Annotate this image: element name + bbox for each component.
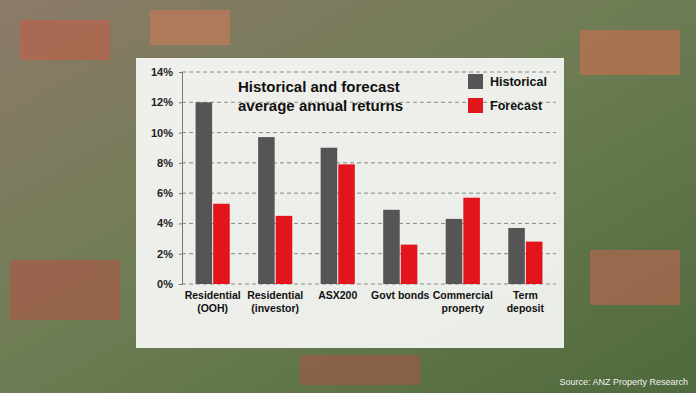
x-tick: Commercialproperty <box>433 284 493 314</box>
y-tick: 6% <box>157 187 182 199</box>
bar <box>446 219 463 284</box>
background-shape <box>150 10 230 45</box>
y-tick-mark <box>179 133 182 134</box>
legend: Historical Forecast <box>468 74 547 113</box>
y-tick-mark <box>179 72 182 73</box>
bar <box>338 164 355 284</box>
y-tick: 0% <box>157 278 182 290</box>
x-tick: Residential(investor) <box>247 284 303 314</box>
legend-swatch <box>468 74 483 89</box>
y-tick: 14% <box>151 66 182 78</box>
y-tick-label: 8% <box>157 157 173 169</box>
bar <box>463 198 480 284</box>
y-tick: 10% <box>151 127 182 139</box>
y-tick: 4% <box>157 217 182 229</box>
y-tick-mark <box>179 193 182 194</box>
background-shape <box>300 355 420 385</box>
grid-line <box>182 132 556 133</box>
grid <box>182 72 556 284</box>
grid-line <box>182 223 556 224</box>
bar <box>508 228 525 284</box>
x-tick: Govt bonds <box>371 284 429 301</box>
y-tick-mark <box>179 284 182 285</box>
x-axis: Residential(OOH)Residential(investor) ASX… <box>183 284 557 314</box>
legend-swatch <box>468 98 483 113</box>
x-tick-label: Termdeposit <box>507 289 545 313</box>
background-shape <box>10 260 120 320</box>
x-tick-label: Commercialproperty <box>433 289 493 313</box>
background <box>0 0 696 393</box>
title: Historical and forecastaverage annual re… <box>238 78 403 114</box>
x-tick: ASX200 <box>318 284 357 301</box>
y-tick-label: 14% <box>151 66 173 78</box>
grid-line <box>182 72 556 73</box>
chart: 0% 2% 4% 6% 8% 10% 12% 14% Residential(OOH)Resid… <box>0 0 696 393</box>
y-tick: 8% <box>157 157 182 169</box>
y-tick-label: 4% <box>157 217 173 229</box>
legend-label: Historical <box>490 75 547 89</box>
grid-line <box>182 284 556 285</box>
y-axis-line <box>179 73 183 285</box>
bar <box>196 102 213 284</box>
y-tick-mark <box>179 163 182 164</box>
bar <box>383 210 400 284</box>
legend-item: Historical <box>468 74 547 89</box>
background-shape <box>590 250 680 305</box>
bar <box>213 204 230 284</box>
bar <box>276 216 293 284</box>
grid-line <box>182 162 556 163</box>
y-tick-label: 12% <box>151 96 173 108</box>
x-axis-line <box>183 284 557 285</box>
y-tick-label: 2% <box>157 248 173 260</box>
grid-line <box>182 193 556 194</box>
background-shape <box>580 30 680 75</box>
y-tick-label: 10% <box>151 127 173 139</box>
y-tick-mark <box>179 102 182 103</box>
y-axis: 0% 2% 4% 6% 8% 10% 12% 14% <box>151 66 183 290</box>
bar <box>258 137 275 284</box>
x-tick-label: ASX200 <box>318 289 357 301</box>
x-tick: Residential(OOH) <box>185 284 241 314</box>
legend-item: Forecast <box>468 98 543 113</box>
bar <box>401 245 418 284</box>
x-tick-label: Residential(OOH) <box>185 289 241 313</box>
y-tick-mark <box>179 223 182 224</box>
grid-line <box>182 253 556 254</box>
x-tick: Termdeposit <box>507 284 545 314</box>
bars <box>196 102 543 284</box>
panel <box>136 58 564 348</box>
source: Source: ANZ Property Research <box>559 377 688 387</box>
bar <box>321 148 338 284</box>
y-tick: 2% <box>157 248 182 260</box>
y-tick: 12% <box>151 96 182 108</box>
bar <box>526 242 543 284</box>
x-tick-label: Residential(investor) <box>247 289 303 313</box>
x-tick-label: Govt bonds <box>371 289 429 301</box>
legend-label: Forecast <box>490 99 543 113</box>
y-tick-label: 0% <box>157 278 173 290</box>
background-shape <box>20 20 110 60</box>
y-tick-mark <box>179 254 182 255</box>
y-tick-label: 6% <box>157 187 173 199</box>
